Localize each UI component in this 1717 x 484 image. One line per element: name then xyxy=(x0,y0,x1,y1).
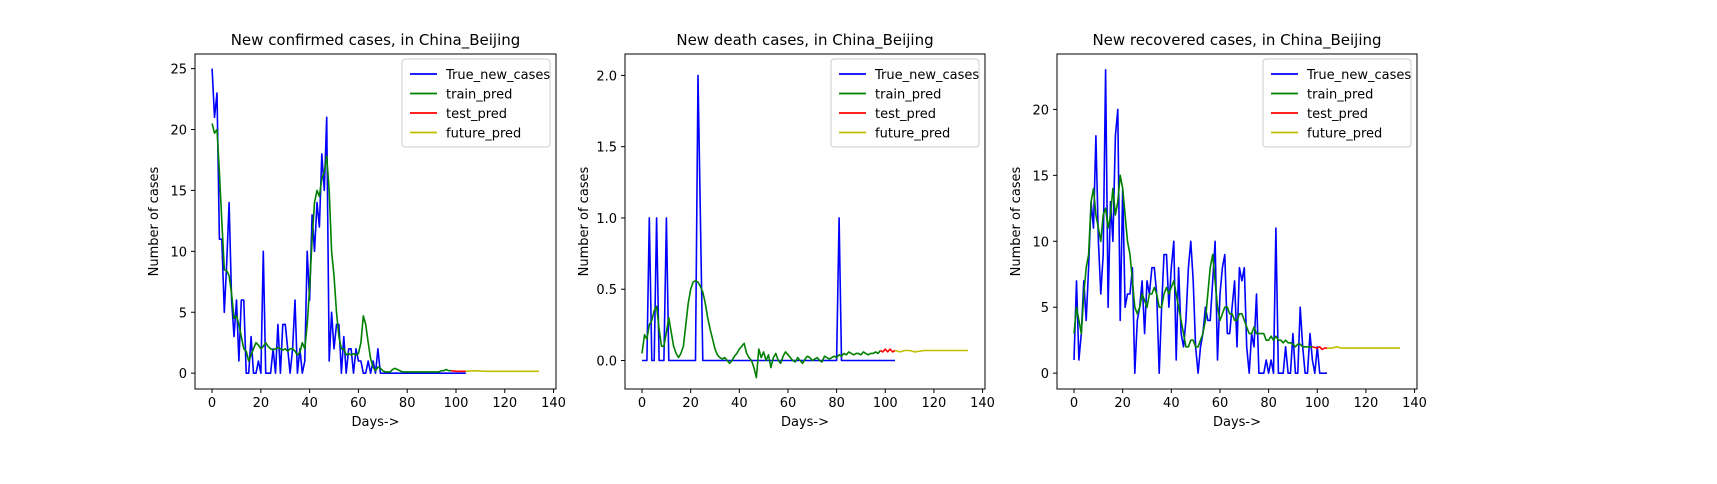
legend-label-1: True_new_cases xyxy=(1306,68,1411,83)
x-tick-label: 20 xyxy=(682,396,699,411)
series-line-4 xyxy=(1327,345,1400,349)
plot-frame xyxy=(1056,53,1418,390)
x-tick-label: 140 xyxy=(970,396,995,411)
plot-frame xyxy=(624,53,986,390)
legend-box xyxy=(830,58,980,148)
chart-title: New confirmed cases, in China_Beijing xyxy=(231,31,521,50)
x-tick-label: 120 xyxy=(1354,396,1379,411)
x-tick-label: 20 xyxy=(1114,396,1131,411)
series-line-3 xyxy=(1312,345,1327,351)
chart-panel-3: 0 20 40 60 80 100 120 140 0 5 10 15 20 New recovered … xyxy=(1009,31,1427,430)
y-tick-label: 0.0 xyxy=(596,354,617,369)
x-tick-label: 140 xyxy=(541,396,566,411)
legend-label-4: future_pred xyxy=(446,127,521,142)
x-tick-label: 40 xyxy=(731,396,748,411)
y-tick-label: 25 xyxy=(170,63,187,78)
x-tick-label: 0 xyxy=(638,396,646,411)
series-line-4 xyxy=(894,349,968,353)
y-tick-label: 15 xyxy=(170,184,187,199)
legend-label-1: True_new_cases xyxy=(445,68,550,83)
legend: True_new_cases train_pred test_pred future_… xyxy=(401,58,551,148)
y-tick-label: 5 xyxy=(179,306,187,321)
y-tick-label: 0.5 xyxy=(596,283,617,298)
y-tick-label: 0 xyxy=(179,367,187,382)
x-tick-label: 100 xyxy=(1305,396,1330,411)
x-tick-label: 100 xyxy=(873,396,898,411)
y-axis-label: Number of cases xyxy=(147,166,162,276)
x-tick-label: 120 xyxy=(492,396,517,411)
x-axis-label: Days-> xyxy=(351,415,399,430)
x-tick-label: 80 xyxy=(1260,396,1277,411)
legend-label-3: test_pred xyxy=(1307,107,1368,122)
y-tick-label: 1.5 xyxy=(596,141,617,156)
legend-label-3: test_pred xyxy=(875,107,936,122)
x-tick-label: 120 xyxy=(922,396,947,411)
series-line-2 xyxy=(211,123,452,373)
series-line-4 xyxy=(465,369,539,373)
y-tick-label: 10 xyxy=(170,245,187,260)
y-axis-label: Number of cases xyxy=(577,166,592,276)
y-tick-label: 10 xyxy=(1032,235,1049,250)
legend-label-2: train_pred xyxy=(446,88,512,103)
x-tick-label: 140 xyxy=(1402,396,1427,411)
legend-label-4: future_pred xyxy=(875,127,950,142)
y-axis-label: Number of cases xyxy=(1009,166,1024,276)
x-tick-label: 80 xyxy=(399,396,416,411)
x-axis-label: Days-> xyxy=(781,415,829,430)
x-tick-label: 40 xyxy=(301,396,318,411)
x-tick-label: 40 xyxy=(1163,396,1180,411)
x-tick-label: 80 xyxy=(828,396,845,411)
legend-label-2: train_pred xyxy=(1307,88,1373,103)
legend-label-4: future_pred xyxy=(1307,127,1382,142)
series-line-2 xyxy=(1073,174,1313,348)
y-tick-label: 20 xyxy=(1032,103,1049,118)
series-line-1 xyxy=(1073,69,1327,375)
legend-label-1: True_new_cases xyxy=(874,68,979,83)
y-tick-label: 0 xyxy=(1041,367,1049,382)
legend: True_new_cases train_pred test_pred future_… xyxy=(1262,58,1412,148)
series-line-3 xyxy=(451,369,466,373)
legend-box xyxy=(1262,58,1412,148)
y-tick-label: 15 xyxy=(1032,169,1049,184)
x-tick-label: 0 xyxy=(208,396,216,411)
y-tick-label: 1.0 xyxy=(596,212,617,227)
x-tick-label: 60 xyxy=(1212,396,1229,411)
plot-frame xyxy=(194,53,557,390)
series-line-2 xyxy=(641,279,882,379)
chart-panel-1: 0 20 40 60 80 100 120 140 0 5 10 15 20 25 New confirme… xyxy=(147,31,566,430)
chart-panel-2: 0 20 40 60 80 100 120 140 0.0 0.5 1.0 1.5 2.0 New dea… xyxy=(577,31,995,430)
chart-title: New recovered cases, in China_Beijing xyxy=(1092,31,1381,50)
legend: True_new_cases train_pred test_pred future_… xyxy=(830,58,980,148)
legend-label-2: train_pred xyxy=(875,88,941,103)
legend-box xyxy=(401,58,551,148)
x-axis-label: Days-> xyxy=(1213,415,1261,430)
x-tick-label: 60 xyxy=(780,396,797,411)
x-tick-label: 100 xyxy=(444,396,469,411)
y-tick-label: 5 xyxy=(1041,301,1049,316)
x-tick-label: 0 xyxy=(1070,396,1078,411)
chart-title: New death cases, in China_Beijing xyxy=(676,31,933,50)
y-tick-label: 20 xyxy=(170,124,187,139)
x-tick-label: 60 xyxy=(350,396,367,411)
x-tick-label: 20 xyxy=(253,396,270,411)
legend-label-3: test_pred xyxy=(446,107,507,122)
series-line-1 xyxy=(211,68,466,375)
series-line-1 xyxy=(642,74,895,362)
y-tick-label: 2.0 xyxy=(596,69,617,84)
series-line-3 xyxy=(879,348,896,353)
